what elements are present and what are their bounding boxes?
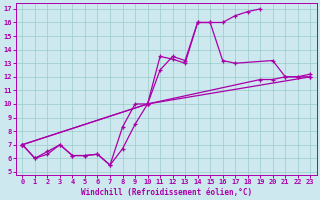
X-axis label: Windchill (Refroidissement éolien,°C): Windchill (Refroidissement éolien,°C) xyxy=(81,188,252,197)
